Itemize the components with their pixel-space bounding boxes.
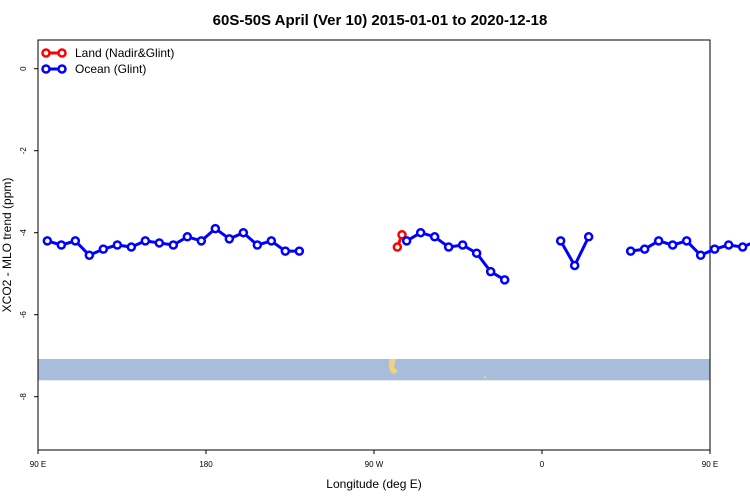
data-point-ocean-glint	[583, 232, 594, 242]
data-point-ocean-glint	[723, 240, 734, 250]
data-point-ocean-glint	[98, 244, 109, 254]
data-point-ocean-glint	[210, 223, 221, 234]
map-land-island	[484, 376, 487, 379]
data-point-ocean-glint	[471, 248, 482, 258]
data-point-ocean-glint	[639, 244, 650, 254]
plot-area: 90 E 180 90 W 0 90 E 0 -2 -4 -6 -8	[19, 39, 750, 469]
chart-title: 60S-50S April (Ver 10) 2015-01-01 to 202…	[213, 12, 548, 29]
y-tick-label: -6	[19, 311, 28, 319]
data-point-ocean-glint	[457, 240, 468, 250]
data-point-ocean-glint	[140, 236, 151, 246]
x-tick-label: 0	[540, 460, 545, 469]
y-tick-label: -2	[19, 147, 28, 155]
legend-marker-land-nadir-glint	[41, 48, 51, 58]
legend-label-ocean-glint: Ocean (Glint)	[75, 62, 146, 76]
data-point-land-nadir-glint	[397, 230, 407, 240]
data-point-ocean-glint	[280, 246, 291, 256]
legend-marker-ocean-glint	[41, 64, 51, 74]
data-point-ocean-glint	[401, 236, 412, 246]
data-point-ocean-glint	[182, 232, 193, 242]
legend-marker-ocean-glint	[57, 64, 67, 74]
map-land-south-america	[388, 358, 398, 374]
x-tick-label: 90 W	[365, 460, 384, 469]
data-point-ocean-glint	[681, 236, 692, 246]
data-point-ocean-glint	[443, 242, 454, 252]
data-point-ocean-glint	[709, 244, 720, 254]
legend-label-land-nadir-glint: Land (Nadir&Glint)	[75, 46, 174, 60]
y-axis-label: XCO2 - MLO trend (ppm)	[0, 178, 14, 313]
data-point-ocean-glint	[154, 238, 165, 248]
data-point-ocean-glint	[168, 240, 179, 250]
data-point-ocean-glint	[196, 236, 207, 246]
data-point-ocean-glint	[56, 240, 67, 250]
data-point-ocean-glint	[485, 266, 496, 277]
map-ocean-band	[38, 358, 710, 381]
data-point-ocean-glint	[84, 250, 95, 260]
data-point-ocean-glint	[252, 240, 263, 250]
data-point-ocean-glint	[415, 227, 426, 238]
data-point-ocean-glint	[238, 227, 249, 238]
data-point-ocean-glint	[667, 240, 678, 250]
data-point-ocean-glint	[266, 236, 277, 246]
x-tick-label: 180	[199, 460, 213, 469]
legend-marker-land-nadir-glint	[57, 48, 67, 58]
data-point-ocean-glint	[112, 240, 123, 250]
data-point-ocean-glint	[653, 236, 664, 246]
data-point-ocean-glint	[737, 242, 748, 252]
data-point-ocean-glint	[499, 275, 510, 285]
y-tick-label: -4	[19, 229, 28, 237]
data-point-ocean-glint	[126, 242, 137, 252]
data-point-ocean-glint	[695, 250, 706, 260]
data-point-ocean-glint	[625, 246, 636, 256]
legend: Land (Nadir&Glint) Ocean (Glint)	[41, 46, 174, 76]
data-point-ocean-glint	[224, 234, 235, 244]
x-tick-label: 90 E	[702, 460, 718, 469]
data-point-ocean-glint	[42, 236, 53, 246]
y-tick-label: -8	[19, 393, 28, 401]
x-tick-label: 90 E	[30, 460, 46, 469]
y-tick-label: 0	[19, 66, 28, 71]
data-point-ocean-glint	[569, 260, 580, 271]
data-point-ocean-glint	[555, 236, 566, 246]
data-point-land-nadir-glint	[392, 242, 403, 252]
x-axis-label: Longitude (deg E)	[326, 477, 421, 491]
data-point-ocean-glint	[429, 232, 440, 242]
data-point-ocean-glint	[70, 236, 81, 246]
data-point-ocean-glint	[294, 246, 305, 256]
